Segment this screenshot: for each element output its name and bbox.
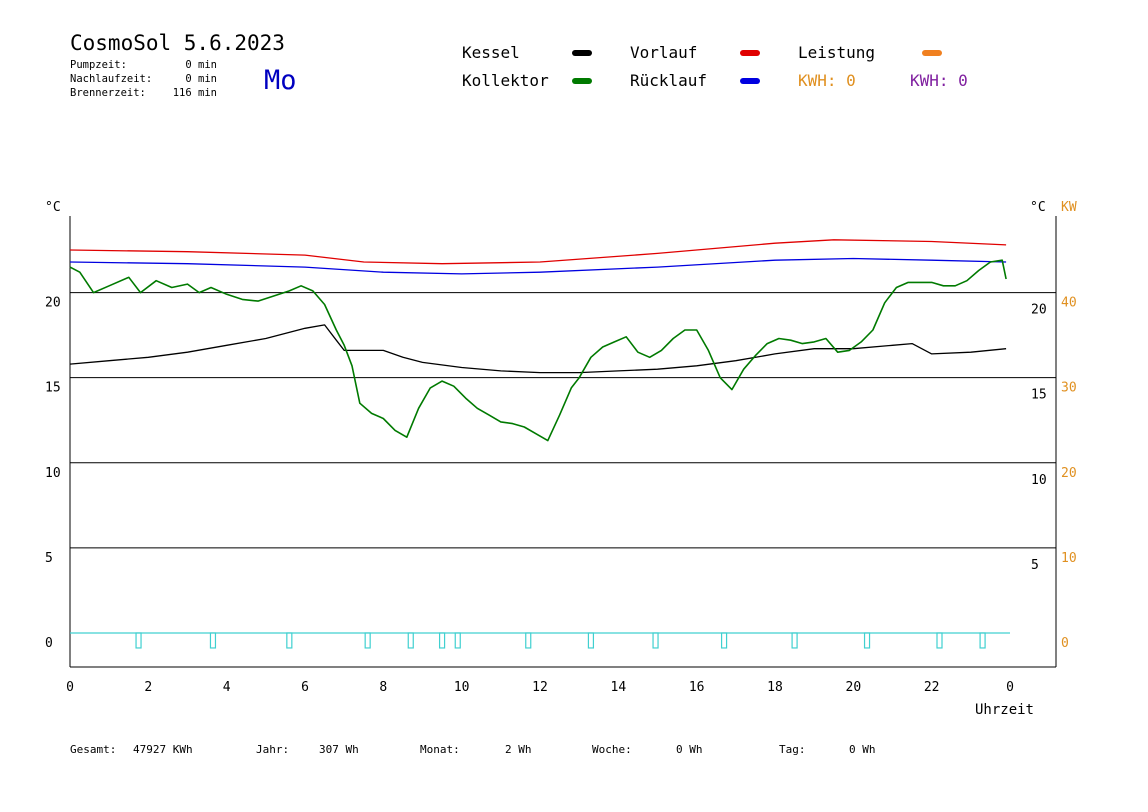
y-tick-labels: 20 15 10 5 0 20 15 10 5 40 30 20 10 0 — [45, 296, 1077, 651]
stat-label: Nachlaufzeit: — [70, 73, 152, 85]
y-tick-label-left: 20 — [45, 296, 61, 311]
series-lines — [69, 239, 1010, 634]
x-tick-labels: 0 2 4 6 8 10 12 14 16 18 20 22 0 — [66, 680, 1014, 695]
kw-tick-label: 20 — [1061, 466, 1077, 481]
series-line-kollektor — [69, 259, 1007, 442]
y-tick-label-left: 15 — [45, 381, 61, 396]
footer-value: 0 Wh — [676, 743, 703, 756]
burner-pulse — [652, 632, 659, 649]
burner-pulse — [587, 632, 595, 649]
burner-pulse — [135, 632, 142, 649]
x-tick-label: 10 — [454, 680, 470, 695]
x-tick-label: 2 — [144, 680, 152, 695]
stat-value: 116 min — [173, 87, 217, 99]
burner-pulse — [407, 632, 414, 649]
burner-pulse — [791, 632, 798, 649]
x-tick-label: 14 — [611, 680, 627, 695]
burner-pulse — [720, 632, 728, 649]
kw-tick-label: 0 — [1061, 636, 1069, 651]
right-axis-unit: °C — [1030, 200, 1046, 215]
footer-value: 47927 KWh — [133, 743, 193, 756]
x-tick-label: 22 — [924, 680, 940, 695]
grid-lines — [70, 292, 1056, 549]
stat-label: Brennerzeit: — [70, 87, 146, 99]
footer-label: Woche: — [592, 743, 632, 756]
stats-block: Pumpzeit: 0 min Nachlaufzeit: 0 min Bren… — [70, 59, 217, 99]
y-tick-label-left: 10 — [45, 466, 61, 481]
burner-pulse — [209, 632, 217, 649]
x-tick-label: 8 — [379, 680, 387, 695]
y-tick-label-left: 5 — [45, 551, 53, 566]
footer-value: 2 Wh — [505, 743, 532, 756]
weekday-label: Mo — [264, 65, 297, 96]
burner-pulse — [979, 632, 986, 649]
y-tick-label-right: 5 — [1031, 558, 1039, 573]
stat-label: Pumpzeit: — [70, 59, 127, 71]
burner-pulse — [364, 632, 371, 649]
footer-totals: Gesamt: 47927 KWh Jahr: 307 Wh Monat: 2 … — [70, 743, 876, 756]
y-tick-label-left: 0 — [45, 636, 53, 651]
legend: Kessel Vorlauf Leistung Kollektor Rückla… — [462, 43, 968, 90]
footer-label: Monat: — [420, 743, 460, 756]
kw-tick-label: 30 — [1061, 381, 1077, 396]
x-tick-label: 4 — [223, 680, 231, 695]
kw-tick-label: 40 — [1061, 296, 1077, 311]
x-tick-label: 20 — [846, 680, 862, 695]
burner-pulse — [525, 632, 532, 649]
footer-label: Tag: — [779, 743, 806, 756]
x-tick-label: 18 — [767, 680, 783, 695]
burner-pulse — [286, 632, 293, 649]
burner-pulse — [936, 632, 943, 649]
burner-pulse — [438, 632, 446, 649]
series-line-rcklauf — [69, 257, 1007, 275]
kwh-label-2: KWH: 0 — [910, 71, 968, 90]
stat-value: 0 min — [185, 59, 217, 71]
kw-tick-label: 10 — [1061, 551, 1077, 566]
x-tick-label: 0 — [1006, 680, 1014, 695]
series-line-kessel — [69, 324, 1007, 374]
legend-label-leistung: Leistung — [798, 43, 875, 62]
legend-label-ruecklauf: Rücklauf — [630, 71, 707, 90]
stat-value: 0 min — [185, 73, 217, 85]
legend-label-kessel: Kessel — [462, 43, 520, 62]
y-tick-label-right: 15 — [1031, 388, 1047, 403]
y-tick-label-right: 20 — [1031, 303, 1047, 318]
y-tick-label-right: 10 — [1031, 473, 1047, 488]
footer-value: 307 Wh — [319, 743, 359, 756]
kwh-label-1: KWH: 0 — [798, 71, 856, 90]
x-tick-label: 6 — [301, 680, 309, 695]
burner-pulse — [454, 632, 461, 649]
legend-label-kollektor: Kollektor — [462, 71, 549, 90]
x-tick-label: 0 — [66, 680, 74, 695]
burner-pulse — [863, 632, 871, 649]
footer-value: 0 Wh — [849, 743, 876, 756]
x-tick-label: 16 — [689, 680, 705, 695]
burner-pulses — [135, 632, 986, 649]
series-line-vorlauf — [69, 239, 1007, 265]
x-axis-label: Uhrzeit — [975, 702, 1034, 718]
x-tick-label: 12 — [532, 680, 548, 695]
chart-title: CosmoSol 5.6.2023 — [70, 31, 285, 55]
left-axis-unit: °C — [45, 200, 61, 215]
footer-label: Jahr: — [256, 743, 289, 756]
legend-label-vorlauf: Vorlauf — [630, 43, 697, 62]
kw-axis-unit: KW — [1061, 200, 1077, 215]
footer-label: Gesamt: — [70, 743, 116, 756]
